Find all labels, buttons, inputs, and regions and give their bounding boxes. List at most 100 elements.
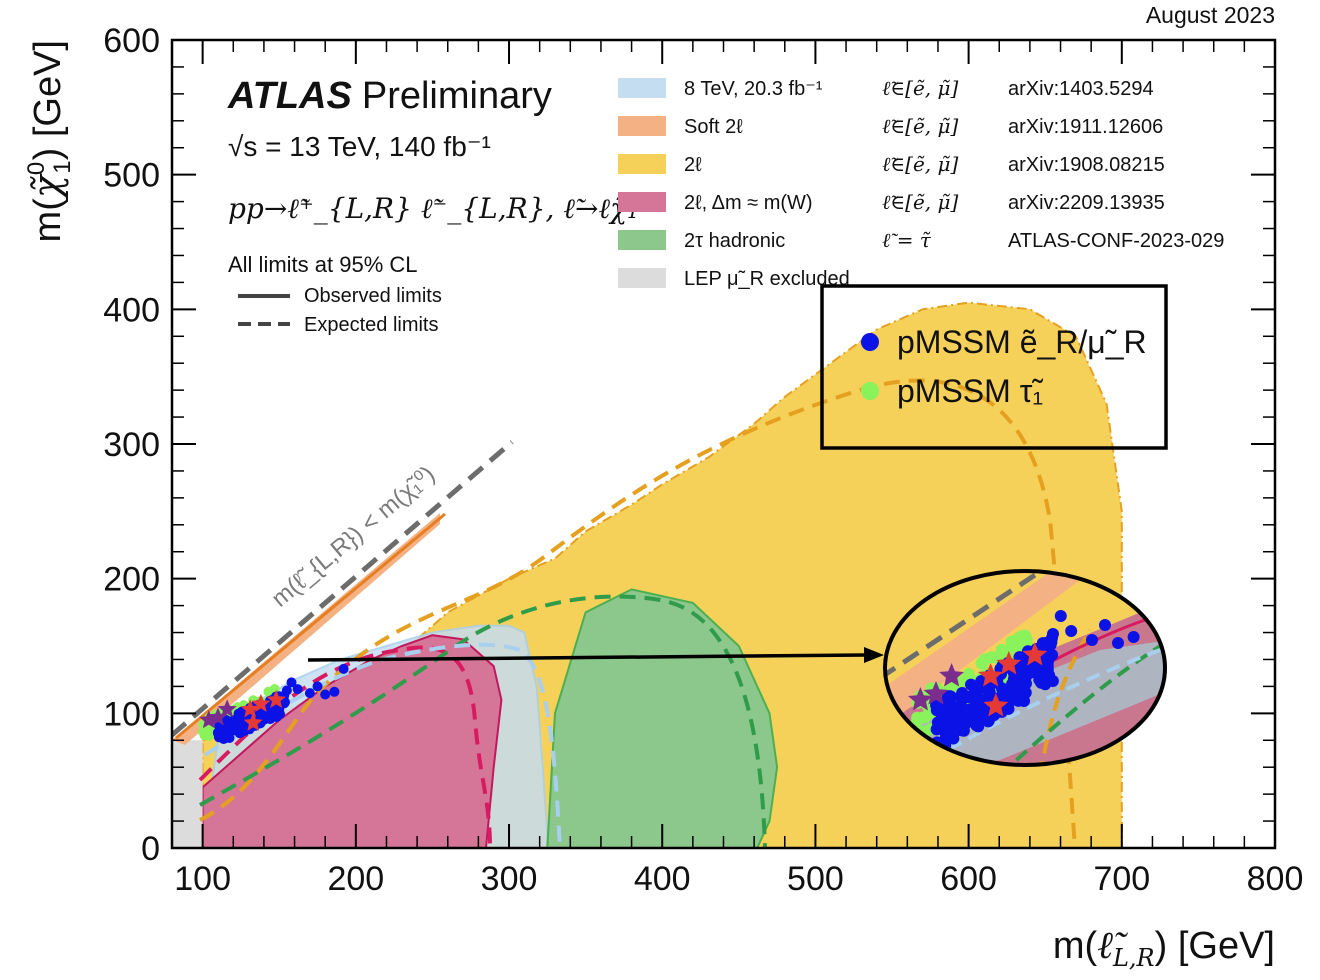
- legend-label: 2ℓ, Δm ≈ m(W): [684, 192, 813, 214]
- zoom-arrow: [307, 647, 884, 663]
- benchmark-star-red: [251, 693, 271, 712]
- pmssm-green-label: pMSSM τ̃₁: [897, 373, 1043, 409]
- zoom-star-red: [996, 651, 1022, 675]
- zoom-selectron-point: [945, 690, 958, 703]
- x-tick-label: 100: [174, 860, 231, 898]
- zoom-selectron-point: [1099, 619, 1111, 631]
- pmssm-selectron-point: [312, 681, 323, 692]
- legend-ref: arXiv:1403.5294: [1008, 78, 1154, 100]
- legend-label: LEP μ̃_R excluded: [684, 268, 850, 290]
- zoom-arrow-line: [307, 653, 867, 662]
- zoom-star-purple: [923, 681, 949, 705]
- zoom-selectron-point: [1054, 610, 1067, 622]
- zoom-selectron-point: [995, 682, 1008, 695]
- energy-label: √s = 13 TeV, 140 fb⁻¹: [228, 131, 491, 162]
- zoom-selectron-point: [1011, 687, 1024, 700]
- zoom-diagonal-expected: [885, 571, 1052, 681]
- zoom-selectron-point: [1112, 637, 1124, 649]
- zoom-selectron-point: [962, 704, 975, 717]
- zoom-star-red: [1022, 642, 1048, 666]
- zoom-tau-expected: [998, 638, 1165, 765]
- zoom-selectron-point: [947, 732, 960, 745]
- zoom-selectron-point: [956, 686, 969, 699]
- pmssm-selectron-point: [281, 685, 292, 696]
- legend-ref: arXiv:2209.13935: [1008, 192, 1165, 214]
- x-tick-label: 600: [940, 860, 997, 898]
- pmssm-selectron-point: [226, 716, 237, 727]
- zoom-selectron-point: [1042, 641, 1055, 654]
- y-axis-label: m(χ̃01) [GeV]: [23, 40, 76, 242]
- zoom-stau-point: [976, 657, 989, 670]
- zoom-selectron-point: [983, 685, 996, 698]
- y-tick-label: 300: [103, 426, 160, 464]
- zoom-selectron-point: [1143, 580, 1156, 592]
- zoom-8tev-expected: [929, 648, 1161, 762]
- legend-label: 2τ hadronic: [684, 230, 785, 252]
- zoom-content: [885, 571, 1165, 765]
- legend-swatch: [618, 192, 666, 212]
- x-tick-label: 300: [481, 860, 538, 898]
- exclusion-areas: [172, 301, 1123, 848]
- y-tick-label: 100: [103, 695, 160, 733]
- zoom-points: [908, 580, 1156, 754]
- tau-expected-line: [199, 594, 767, 848]
- y-tick-label: 500: [103, 157, 160, 195]
- diagonal-expected-line: [172, 440, 514, 737]
- zoom-selectron-point: [968, 681, 981, 694]
- zoom-selectron-point: [1046, 675, 1059, 688]
- legend-swatch: [618, 268, 666, 288]
- benchmark-star-red: [240, 699, 260, 718]
- legend-swatch: [618, 78, 666, 98]
- pmssm-selectron-point: [329, 686, 340, 697]
- axis-ticks: 100 200 300 400 500 600 700 800 0 100 200 300 400 500…: [103, 22, 1303, 898]
- x-tick-label: 200: [327, 860, 384, 898]
- legend-slepton: ℓ̃ = τ̃: [882, 228, 932, 252]
- zoom-selectron-point: [946, 700, 959, 713]
- zoom-star-red: [978, 663, 1003, 687]
- pmssm-selectron-point: [304, 688, 315, 699]
- pmssm-selectron-point: [265, 713, 276, 724]
- zoom-stau-point: [1005, 635, 1018, 648]
- x-axis-label: m(ℓ̃L,R) [GeV]: [1053, 923, 1275, 972]
- legend-label: Soft 2ℓ: [684, 116, 743, 138]
- soft2l-diagonal-observed: [175, 512, 446, 740]
- zoom-inset: [883, 569, 1167, 767]
- zoom-selectron-point: [982, 715, 995, 728]
- x-tick-label: 700: [1093, 860, 1150, 898]
- pmssm-points: [198, 663, 349, 745]
- zoom-selectron-point: [1086, 634, 1098, 646]
- experiment-label: ATLAS: [227, 75, 352, 117]
- zoom-selectron-point: [1047, 628, 1059, 640]
- pmssm-legend: pMSSM ẽ_R/μ̃_R pMSSM τ̃₁: [820, 284, 1168, 450]
- pmssm-selectron-point: [320, 689, 331, 700]
- y-tick-label: 0: [141, 830, 160, 868]
- zoom-selectron-point: [962, 713, 975, 726]
- legend-ref: arXiv:1908.08215: [1008, 154, 1165, 176]
- y-tick-label: 200: [103, 561, 160, 599]
- zoom-arrow-head: [864, 647, 884, 663]
- zoom-ellipse: [883, 569, 1167, 767]
- process-label: pp→ℓ̃⁺_{L,R} ℓ̃⁻_{L,R}, ℓ̃→ℓχ̃₁⁰: [228, 192, 650, 225]
- zoom-selectron-point: [1033, 673, 1046, 686]
- x-tick-label: 800: [1247, 860, 1304, 898]
- pmssm-blue-label: pMSSM ẽ_R/μ̃_R: [897, 324, 1147, 360]
- pmssm-selectron-point: [255, 710, 266, 721]
- zoom-selectron-point: [931, 702, 944, 715]
- pmssm-selectron-point: [286, 677, 297, 688]
- legend-swatch: [618, 154, 666, 174]
- status-label: Preliminary: [362, 75, 552, 117]
- pmssm-green-marker: [861, 382, 879, 400]
- pmssm-selectron-point: [338, 663, 349, 674]
- expected-legend-label: Expected limits: [304, 314, 439, 336]
- x-tick-label: 500: [787, 860, 844, 898]
- benchmark-star-purple: [208, 707, 228, 726]
- benchmark-star-red: [243, 712, 263, 731]
- zoom-star-purple: [908, 687, 933, 711]
- legend-swatch: [618, 230, 666, 250]
- atlas-label: ATLAS Preliminary: [227, 75, 552, 117]
- legend-label: 2ℓ: [684, 154, 702, 176]
- zoom-selectron-point: [1039, 665, 1052, 678]
- legend-slepton: ℓ̃∈[ẽ, μ̃]: [882, 76, 958, 100]
- y-tick-label: 400: [103, 291, 160, 329]
